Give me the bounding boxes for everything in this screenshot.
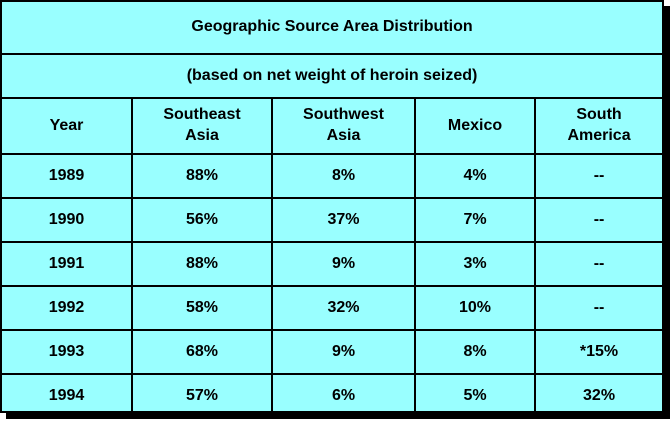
cell-year: 1993: [2, 329, 133, 375]
cell-south-america: --: [533, 285, 663, 331]
table-row: 1994 57% 6% 5% 32%: [2, 373, 663, 417]
cell-year: 1990: [2, 197, 133, 243]
cell-year: 1992: [2, 285, 133, 331]
table-row: 1989 88% 8% 4% --: [2, 153, 663, 199]
cell-southeast-asia: 56%: [131, 197, 273, 243]
data-table: Geographic Source Area Distribution (bas…: [2, 2, 663, 417]
cell-southwest-asia: 6%: [271, 373, 416, 417]
cell-mexico: 3%: [414, 241, 536, 287]
cell-southeast-asia: 88%: [131, 153, 273, 199]
cell-southeast-asia: 88%: [131, 241, 273, 287]
table-row: 1993 68% 9% 8% *15%: [2, 329, 663, 375]
cell-southeast-asia: 68%: [131, 329, 273, 375]
cell-southeast-asia: 57%: [131, 373, 273, 417]
cell-southwest-asia: 37%: [271, 197, 416, 243]
cell-mexico: 8%: [414, 329, 536, 375]
heroin-source-table: Geographic Source Area Distribution (bas…: [0, 0, 664, 417]
cell-south-america: --: [533, 197, 663, 243]
cell-south-america: --: [533, 241, 663, 287]
table-title: Geographic Source Area Distribution: [2, 2, 663, 55]
cell-south-america: 32%: [533, 373, 663, 417]
header-southwest-asia: Southwest Asia: [271, 97, 416, 155]
cell-southwest-asia: 32%: [271, 285, 416, 331]
table-row: 1992 58% 32% 10% --: [2, 285, 663, 331]
header-south-america: South America: [533, 97, 663, 155]
cell-year: 1989: [2, 153, 133, 199]
cell-mexico: 7%: [414, 197, 536, 243]
table-subtitle: (based on net weight of heroin seized): [2, 53, 663, 99]
table-row: 1991 88% 9% 3% --: [2, 241, 663, 287]
header-southeast-asia: Southeast Asia: [131, 97, 273, 155]
table-row: 1990 56% 37% 7% --: [2, 197, 663, 243]
cell-mexico: 5%: [414, 373, 536, 417]
cell-south-america: *15%: [533, 329, 663, 375]
cell-southeast-asia: 58%: [131, 285, 273, 331]
cell-southwest-asia: 9%: [271, 241, 416, 287]
cell-year: 1994: [2, 373, 133, 417]
cell-mexico: 4%: [414, 153, 536, 199]
header-row: Year Southeast Asia Southwest Asia Mexic…: [2, 97, 663, 155]
header-year: Year: [2, 97, 133, 155]
header-mexico: Mexico: [414, 97, 536, 155]
cell-mexico: 10%: [414, 285, 536, 331]
cell-south-america: --: [533, 153, 663, 199]
cell-southwest-asia: 8%: [271, 153, 416, 199]
cell-southwest-asia: 9%: [271, 329, 416, 375]
cell-year: 1991: [2, 241, 133, 287]
